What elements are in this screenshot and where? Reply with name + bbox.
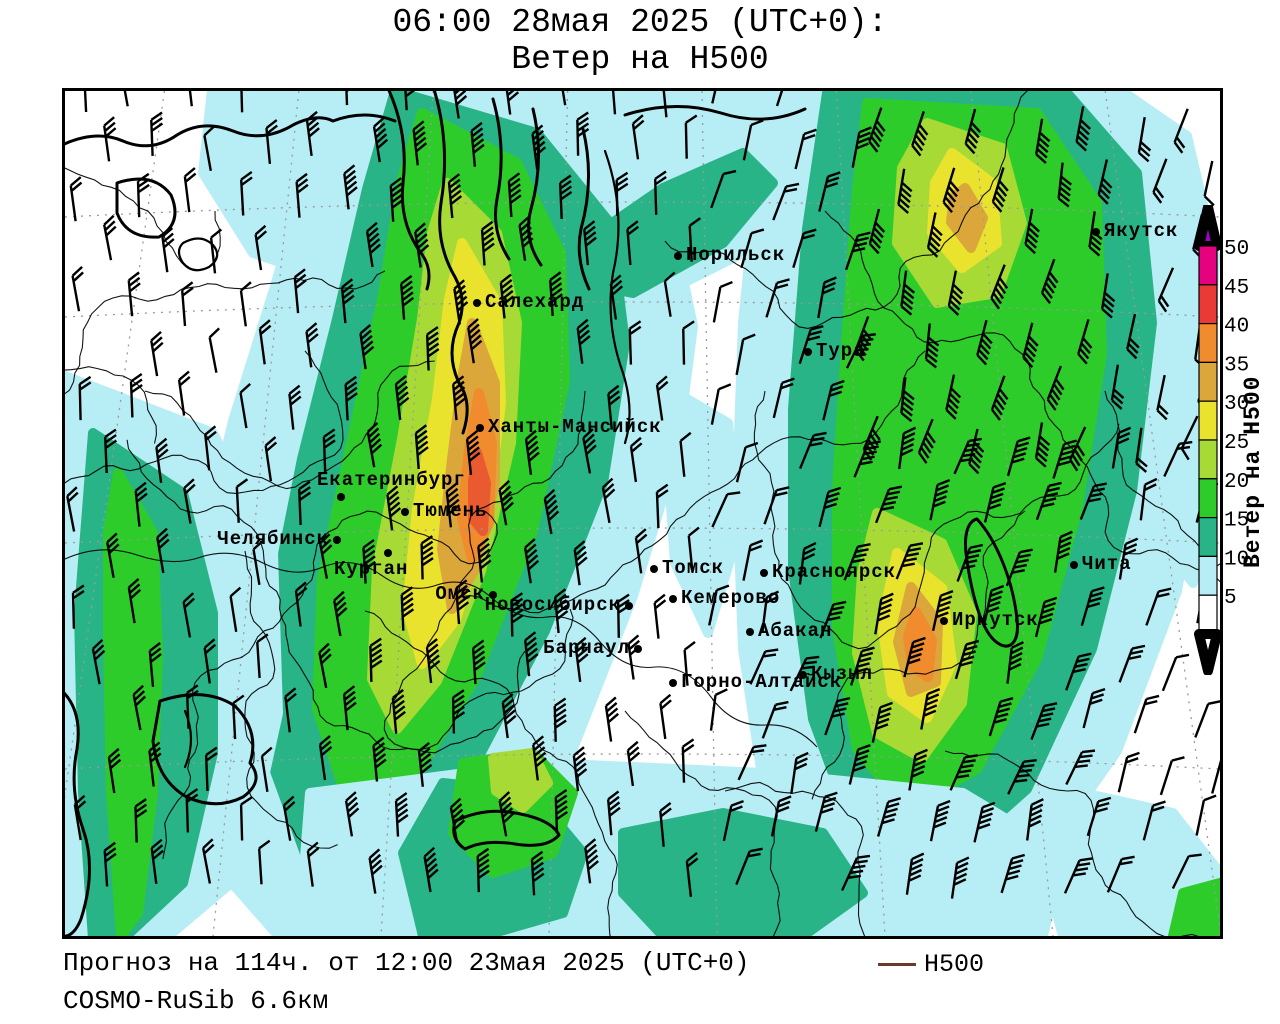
colorbar-segment (1198, 400, 1218, 441)
legend-label: H500 (924, 950, 985, 979)
graticule (65, 91, 1220, 936)
map-title: 06:00 28мая 2025 (UTC+0): Ветер на H500 (0, 4, 1280, 78)
colorbar-tick-label: 30 (1224, 393, 1249, 416)
colorbar-tick-label: 40 (1224, 316, 1249, 339)
colorbar-tick-label: 50 (1224, 238, 1249, 261)
colorbar-segment (1198, 594, 1218, 635)
title-variable: Ветер на H500 (511, 41, 769, 78)
colorbar-segment (1198, 361, 1218, 402)
title-datetime: 06:00 28мая 2025 (UTC+0): (392, 4, 888, 41)
colorbar-segment (1198, 478, 1218, 519)
colorbar-tick-label: 15 (1224, 510, 1249, 533)
wind-speed-field (65, 91, 1220, 936)
wind-barbs (66, 91, 1220, 899)
colorbar-segment (1198, 245, 1218, 286)
colorbar-tick-label: 10 (1224, 548, 1249, 571)
legend-line-sample (878, 963, 916, 966)
colorbar-title: Ветер на H500 (1240, 375, 1266, 568)
colorbar-tick-label: 20 (1224, 471, 1249, 494)
colorbar-segment (1198, 555, 1218, 596)
colorbar-tick-label: 25 (1224, 432, 1249, 455)
colorbar-tick-label: 35 (1224, 354, 1249, 377)
colorbar-tick-label: 5 (1224, 587, 1237, 610)
footer: Прогноз на 114ч. от 12:00 23мая 2025 (UT… (63, 944, 750, 1020)
level-legend: H500 (878, 950, 984, 979)
lake-baikal-outline (964, 517, 1019, 648)
forecast-info: Прогноз на 114ч. от 12:00 23мая 2025 (UT… (63, 948, 750, 978)
colorbar-arrow-top (1194, 205, 1222, 251)
colorbar-arrow-bottom (1194, 629, 1222, 675)
colorbar-segment (1198, 517, 1218, 558)
colorbar-segment (1198, 322, 1218, 363)
colorbar-segment (1198, 284, 1218, 325)
wind-field-map (65, 91, 1220, 936)
weather-map: Норильск Салехард Тура Ханты-Мансийск Екатер… (62, 88, 1223, 939)
colorbar: 50 45 40 35 30 25 20 15 10 5 (1194, 205, 1249, 675)
model-info: COSMO-RuSib 6.6км (63, 986, 329, 1016)
colorbar-segment (1198, 439, 1218, 480)
colorbar-tick-label: 45 (1224, 277, 1249, 300)
